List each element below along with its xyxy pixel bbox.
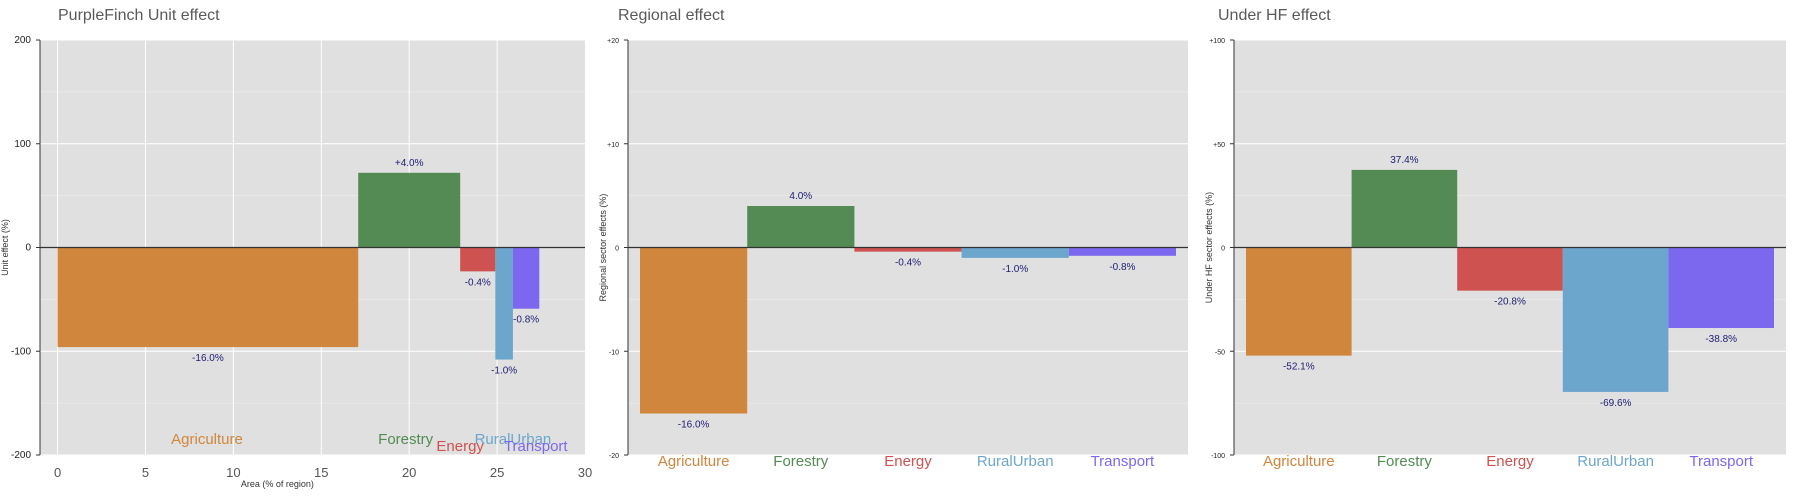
- x-tick-label: 30: [578, 465, 592, 480]
- bar-transport: [512, 247, 540, 309]
- category-label: Forestry: [1377, 453, 1433, 470]
- data-label: -52.1%: [1283, 362, 1315, 373]
- category-label: RuralUrban: [1577, 453, 1654, 470]
- y-axis-label: Regional sector effects (%): [598, 194, 608, 302]
- y-tick-label: +100: [1209, 38, 1225, 45]
- bar-agriculture: [640, 247, 748, 414]
- data-label: -38.8%: [1705, 334, 1737, 345]
- data-label: -0.4%: [465, 277, 491, 288]
- chart-title: Regional effect: [618, 7, 725, 24]
- bar-transport: [1668, 247, 1774, 329]
- y-tick-label: +10: [607, 142, 619, 149]
- data-label: -69.6%: [1600, 398, 1632, 409]
- x-tick-label: 5: [142, 465, 149, 480]
- category-label: Agriculture: [1263, 453, 1335, 470]
- data-label: -0.4%: [895, 258, 921, 269]
- chart-title: PurpleFinch Unit effect: [58, 7, 220, 24]
- x-tick-label: 25: [490, 465, 504, 480]
- category-label: Forestry: [773, 453, 829, 470]
- category-label: Energy: [1486, 453, 1534, 470]
- category-label: Energy: [884, 453, 932, 470]
- data-label: +4.0%: [395, 158, 424, 169]
- x-tick-label: 10: [226, 465, 240, 480]
- category-label: Agriculture: [658, 453, 730, 470]
- bar-ruralurban: [495, 247, 513, 360]
- y-tick-label: 200: [14, 35, 31, 46]
- data-label: -1.0%: [491, 366, 517, 377]
- y-tick-label: -100: [11, 346, 31, 357]
- x-tick-label: 15: [314, 465, 328, 480]
- category-label: Transport: [504, 438, 568, 455]
- bar-ruralurban: [961, 247, 1069, 258]
- y-tick-label: +20: [607, 38, 619, 45]
- regional-effect-panel: Regional effect Regional sector effects …: [598, 7, 1188, 470]
- y-tick-label: -50: [1215, 349, 1225, 356]
- x-tick-label: 0: [54, 465, 61, 480]
- y-tick-label: 0: [1221, 246, 1225, 253]
- data-label: -20.8%: [1494, 297, 1526, 308]
- category-label: RuralUrban: [475, 431, 552, 448]
- bar-energy: [460, 247, 496, 272]
- y-tick-label: -100: [1211, 453, 1225, 460]
- bar-energy: [854, 247, 962, 252]
- x-axis-label: Area (% of region): [241, 479, 314, 489]
- x-tick-label: 20: [402, 465, 416, 480]
- bar-transport: [1068, 247, 1176, 256]
- bar-ruralurban: [1562, 247, 1669, 392]
- category-label: Transport: [1689, 453, 1753, 470]
- category-label: RuralUrban: [977, 453, 1054, 470]
- bar-agriculture: [57, 247, 359, 348]
- bar-forestry: [747, 206, 855, 248]
- y-tick-label: +50: [1213, 142, 1225, 149]
- bar-forestry: [1351, 169, 1458, 248]
- y-tick-label: 0: [25, 243, 31, 254]
- data-label: 4.0%: [789, 191, 812, 202]
- bar-agriculture: [1246, 247, 1352, 356]
- data-label: -0.8%: [1109, 262, 1135, 273]
- chart-title: Under HF effect: [1218, 7, 1331, 24]
- data-label: -16.0%: [192, 353, 224, 364]
- data-label: 37.4%: [1390, 155, 1418, 166]
- category-label: Forestry: [378, 431, 434, 448]
- bar-forestry: [358, 172, 461, 248]
- y-axis-label: Under HF sector effects (%): [1204, 192, 1214, 303]
- y-tick-label: -10: [609, 349, 619, 356]
- data-label: -1.0%: [1002, 264, 1028, 275]
- category-label: Transport: [1091, 453, 1155, 470]
- unit-effect-panel: PurpleFinch Unit effect Unit effect (%) …: [0, 7, 592, 489]
- y-tick-label: 100: [14, 139, 31, 150]
- category-label: Energy: [436, 438, 484, 455]
- data-label: -16.0%: [678, 420, 710, 431]
- bar-energy: [1457, 247, 1563, 291]
- y-tick-label: 0: [615, 246, 619, 253]
- y-tick-label: -200: [11, 450, 31, 461]
- category-label: Agriculture: [171, 431, 243, 448]
- data-label: -0.8%: [513, 315, 539, 326]
- y-tick-label: -20: [609, 453, 619, 460]
- y-axis-label: Unit effect (%): [0, 219, 10, 276]
- under-hf-effect-panel: Under HF effect Under HF sector effects …: [1204, 7, 1786, 470]
